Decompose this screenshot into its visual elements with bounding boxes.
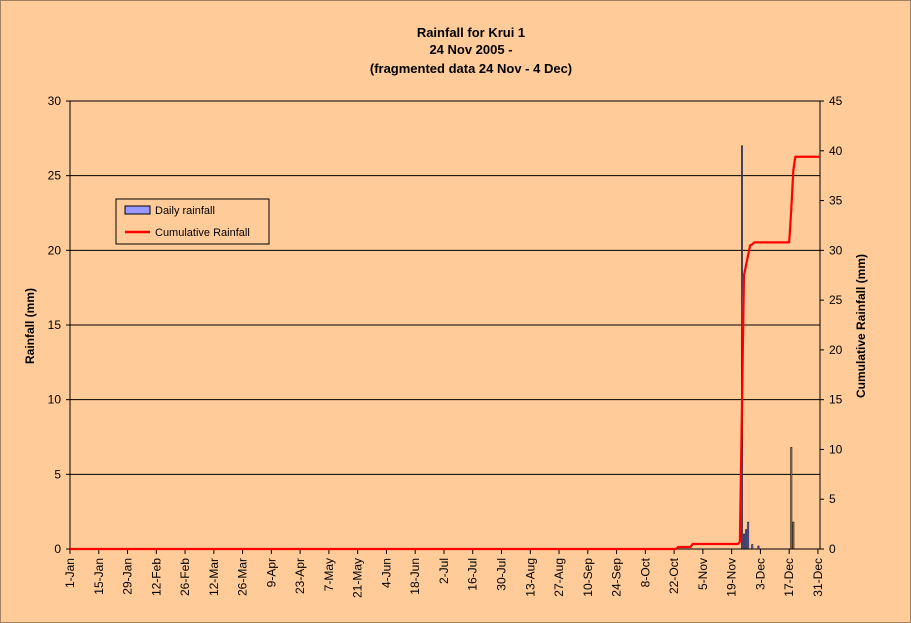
x-tick-label-10: 21-May	[351, 558, 365, 598]
y-tick-label-0: 0	[54, 542, 61, 556]
y2-tick-label-3: 15	[829, 393, 843, 407]
rainfall-bar-7	[792, 521, 795, 550]
x-tick-label-15: 30-Jul	[495, 558, 509, 591]
x-tick-label-26: 31-Dec	[811, 558, 825, 597]
x-tick-label-14: 16-Jul	[466, 558, 480, 591]
rainfall-bar-3	[747, 521, 750, 550]
cumulative-rainfall-line	[70, 155, 820, 551]
x-tick-label-17: 27-Aug	[552, 558, 566, 597]
x-tick-label-4: 26-Feb	[178, 558, 192, 596]
y-tick-label-3: 15	[48, 318, 62, 332]
x-tick-label-11: 4-Jun	[379, 558, 393, 588]
x-tick-label-13: 2-Jul	[437, 558, 451, 584]
rainfall-bar-1	[743, 533, 745, 550]
x-tick-label-5: 12-Mar	[207, 558, 221, 596]
y-tick-label-1: 5	[54, 467, 61, 481]
y2-tick-label-6: 30	[829, 243, 843, 257]
y2-tick-label-4: 20	[829, 343, 843, 357]
y2-tick-label-1: 5	[829, 492, 836, 506]
legend-swatch-daily-rainfall	[124, 205, 151, 215]
x-tick-label-9: 7-May	[322, 558, 336, 591]
x-tick-label-24: 3-Dec	[753, 558, 767, 590]
chart-title-line-2: 24 Nov 2005 -	[429, 42, 512, 57]
x-tick-label-12: 18-Jun	[408, 558, 422, 595]
gridlines	[70, 100, 820, 475]
x-tick-label-20: 8-Oct	[638, 557, 652, 587]
chart-title: Rainfall for Krui 1 24 Nov 2005 - (fragm…	[370, 25, 572, 76]
rainfall-bar-6	[790, 447, 793, 550]
legend-box	[115, 198, 270, 245]
y2-tick-label-0: 0	[829, 542, 836, 556]
chart-title-line-1: Rainfall for Krui 1	[417, 25, 525, 40]
y2-tick-label-9: 45	[829, 94, 843, 108]
x-tick-label-7: 9-Apr	[264, 558, 278, 587]
x-tick-label-23: 19-Nov	[725, 558, 739, 597]
y-axis-right: 0 5 10 15 20 25 30 35 40 45	[819, 94, 843, 556]
rainfall-bar-2	[745, 529, 748, 550]
y2-tick-label-5: 25	[829, 293, 843, 307]
x-tick-label-21: 22-Oct	[667, 557, 681, 594]
y-tick-label-2: 10	[48, 393, 62, 407]
chart-title-line-3: (fragmented data 24 Nov - 4 Dec)	[370, 61, 572, 76]
legend-label-daily-rainfall: Daily rainfall	[155, 205, 215, 217]
cumulative-rainfall-polyline	[70, 155, 820, 551]
x-tick-label-19: 24-Sep	[610, 558, 624, 597]
x-tick-label-6: 26-Mar	[236, 558, 250, 596]
x-tick-label-1: 15-Jan	[92, 558, 106, 595]
x-tick-label-18: 10-Sep	[581, 558, 595, 597]
y-axis-left: 0 5 10 15 20 25 30	[48, 94, 71, 556]
x-tick-label-8: 23-Apr	[293, 558, 307, 594]
y-axis-label: Rainfall (mm)	[23, 288, 37, 364]
y2-axis-label: Cumulative Rainfall (mm)	[854, 254, 868, 398]
x-tick-label-16: 13-Aug	[523, 558, 537, 597]
x-tick-label-25: 17-Dec	[782, 558, 796, 597]
legend-label-cumulative-rainfall: Cumulative Rainfall	[155, 227, 250, 239]
y-tick-label-4: 20	[48, 243, 62, 257]
y2-tick-label-2: 10	[829, 442, 843, 456]
x-axis: 1-Jan 15-Jan 29-Jan 12-Feb 26-Feb 12-Mar 26-Ma…	[63, 548, 825, 598]
x-tick-label-0: 1-Jan	[63, 558, 77, 588]
y2-tick-label-8: 40	[829, 144, 843, 158]
x-tick-label-2: 29-Jan	[121, 558, 135, 595]
x-tick-label-3: 12-Feb	[149, 558, 163, 596]
y-tick-label-5: 25	[48, 169, 62, 183]
y-tick-label-6: 30	[48, 94, 62, 108]
y2-tick-label-7: 35	[829, 194, 843, 208]
rainfall-bar-4	[751, 544, 754, 550]
rainfall-bar-5	[757, 545, 760, 550]
x-tick-label-22: 5-Nov	[696, 558, 710, 590]
legend: Daily rainfall Cumulative Rainfall	[115, 198, 270, 245]
